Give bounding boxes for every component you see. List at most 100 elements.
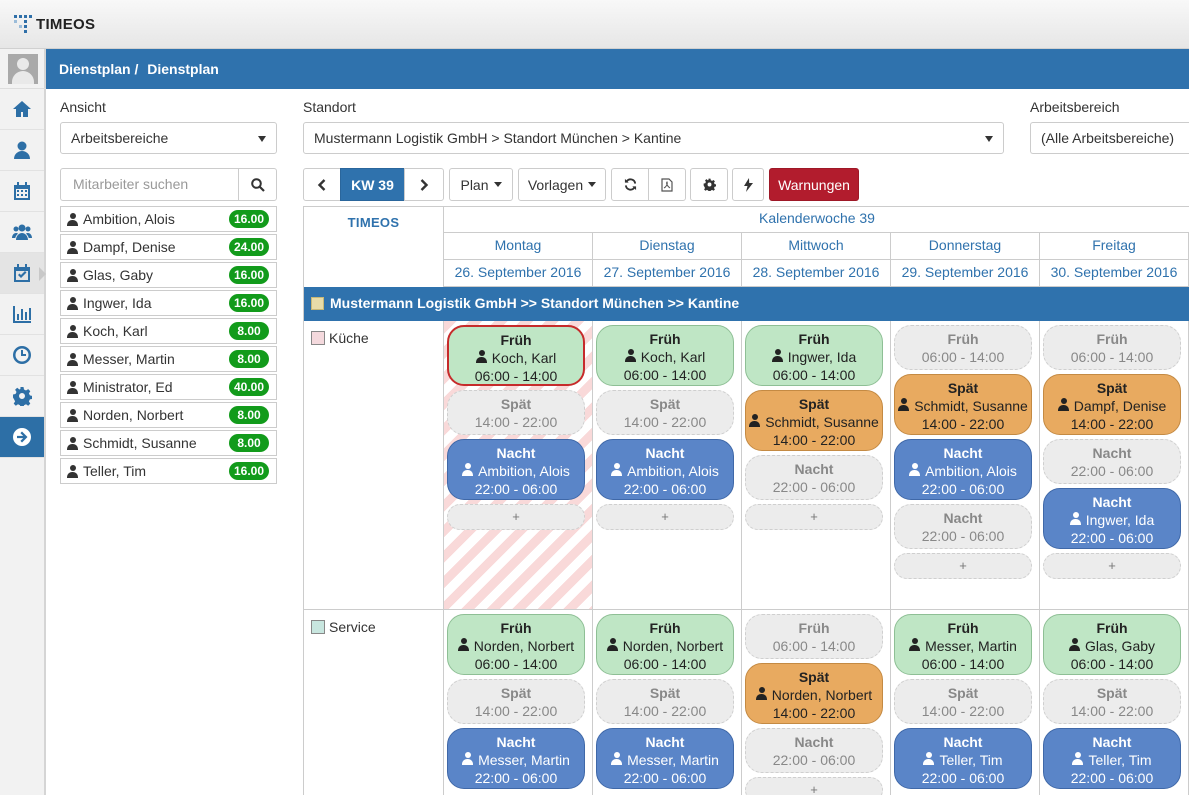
sidebar-item-time[interactable] (0, 335, 44, 376)
shift-empty[interactable]: Spät 14:00 - 22:00 (447, 679, 585, 724)
shift-empty[interactable]: Nacht 22:00 - 06:00 (1043, 439, 1181, 484)
employee-item[interactable]: Dampf, Denise 24.00 (60, 234, 277, 260)
shift-empty[interactable]: Früh 06:00 - 14:00 (894, 325, 1032, 370)
user-icon (475, 350, 487, 363)
shift-frueh[interactable]: Früh Norden, Norbert 06:00 - 14:00 (596, 614, 734, 675)
standort-select[interactable]: Mustermann Logistik GmbH > Standort Münc… (303, 122, 1004, 154)
timeos-logo[interactable]: TIMEOS (12, 10, 95, 38)
sidebar-item-reports[interactable] (0, 294, 44, 335)
employee-item[interactable]: Ambition, Alois 16.00 (60, 206, 277, 232)
prev-week-button[interactable] (303, 168, 341, 201)
employee-item[interactable]: Koch, Karl 8.00 (60, 318, 277, 344)
shift-spaet[interactable]: Spät Schmidt, Susanne 14:00 - 22:00 (745, 390, 883, 451)
shift-person: Ambition, Alois (895, 462, 1031, 480)
search-input[interactable]: Mitarbeiter suchen (73, 176, 189, 192)
search-button[interactable] (238, 169, 276, 200)
shift-empty[interactable]: Nacht 22:00 - 06:00 (745, 728, 883, 773)
add-shift-button[interactable]: + (596, 504, 734, 530)
shift-empty[interactable]: Spät 14:00 - 22:00 (596, 390, 734, 435)
day-cell[interactable]: Früh Koch, Karl 06:00 - 14:00 Spät 14:00 - 2… (593, 321, 742, 610)
shift-nacht[interactable]: Nacht Ambition, Alois 22:00 - 06:00 (894, 439, 1032, 500)
shift-empty[interactable]: Spät 14:00 - 22:00 (447, 390, 585, 435)
employee-item[interactable]: Norden, Norbert 8.00 (60, 402, 277, 428)
shift-frueh[interactable]: Früh Ingwer, Ida 06:00 - 14:00 (745, 325, 883, 386)
day-name-header: Montag (444, 233, 593, 260)
shift-nacht[interactable]: Nacht Ingwer, Ida 22:00 - 06:00 (1043, 488, 1181, 549)
employee-item[interactable]: Ministrator, Ed 40.00 (60, 374, 277, 400)
add-shift-button[interactable]: + (894, 553, 1032, 579)
shift-empty[interactable]: Spät 14:00 - 22:00 (1043, 679, 1181, 724)
sidebar-item-logout[interactable] (0, 417, 44, 458)
sidebar-item-dienstplan[interactable] (0, 253, 46, 294)
refresh-button[interactable] (611, 168, 649, 201)
caret-down-icon (588, 182, 597, 187)
plan-dropdown[interactable]: Plan (449, 168, 513, 201)
sidebar-item-home[interactable] (0, 89, 44, 130)
sidebar-item-team[interactable] (0, 212, 44, 253)
shift-nacht[interactable]: Nacht Teller, Tim 22:00 - 06:00 (1043, 728, 1181, 789)
day-cell[interactable]: Früh Glas, Gaby 06:00 - 14:00 Spät 14:00 - 2… (1040, 610, 1189, 795)
add-shift-button[interactable]: + (447, 504, 585, 530)
add-shift-button[interactable]: + (745, 504, 883, 530)
shift-title: Früh (1096, 331, 1128, 347)
shift-frueh[interactable]: Früh Koch, Karl 06:00 - 14:00 (447, 325, 585, 386)
ansicht-select[interactable]: Arbeitsbereiche (60, 122, 277, 154)
shift-empty[interactable]: Spät 14:00 - 22:00 (596, 679, 734, 724)
logo-text: TIMEOS (36, 15, 96, 33)
sidebar-item-user[interactable] (0, 130, 44, 171)
employee-item[interactable]: Teller, Tim 16.00 (60, 458, 277, 484)
employee-item[interactable]: Schmidt, Susanne 8.00 (60, 430, 277, 456)
breadcrumb-parent[interactable]: Dienstplan (59, 61, 131, 77)
shift-spaet[interactable]: Spät Schmidt, Susanne 14:00 - 22:00 (894, 374, 1032, 435)
vorlagen-dropdown[interactable]: Vorlagen (518, 168, 606, 201)
shift-nacht[interactable]: Nacht Teller, Tim 22:00 - 06:00 (894, 728, 1032, 789)
next-week-button[interactable] (404, 168, 444, 201)
day-cell[interactable]: Früh 06:00 - 14:00 Spät Dampf, Denise 14:00 … (1040, 321, 1189, 610)
shift-frueh[interactable]: Früh Glas, Gaby 06:00 - 14:00 (1043, 614, 1181, 675)
auto-plan-button[interactable] (732, 168, 764, 201)
lightning-icon (743, 177, 753, 192)
shift-empty[interactable]: Früh 06:00 - 14:00 (745, 614, 883, 659)
shift-frueh[interactable]: Früh Norden, Norbert 06:00 - 14:00 (447, 614, 585, 675)
shift-nacht[interactable]: Nacht Ambition, Alois 22:00 - 06:00 (596, 439, 734, 500)
chevron-left-icon (317, 178, 326, 191)
day-date-header: 29. September 2016 (891, 260, 1040, 287)
shift-spaet[interactable]: Spät Norden, Norbert 14:00 - 22:00 (745, 663, 883, 724)
shift-empty[interactable]: Früh 06:00 - 14:00 (1043, 325, 1181, 370)
day-cell[interactable]: Früh Norden, Norbert 06:00 - 14:00 Spät 14:0… (593, 610, 742, 795)
user-avatar[interactable] (0, 49, 46, 89)
home-icon (13, 101, 31, 117)
shift-person-name: Dampf, Denise (1073, 398, 1167, 414)
sidebar-item-settings[interactable] (0, 376, 44, 417)
week-button[interactable]: KW 39 (340, 168, 405, 201)
warnungen-button[interactable]: Warnungen (769, 168, 859, 201)
shift-nacht[interactable]: Nacht Ambition, Alois 22:00 - 06:00 (447, 439, 585, 500)
day-cell[interactable]: Früh Koch, Karl 06:00 - 14:00 Spät 14:00 - 2… (444, 321, 593, 610)
day-cell[interactable]: Früh 06:00 - 14:00 Spät Schmidt, Susanne 14:… (891, 321, 1040, 610)
shift-frueh[interactable]: Früh Messer, Martin 06:00 - 14:00 (894, 614, 1032, 675)
employee-item[interactable]: Ingwer, Ida 16.00 (60, 290, 277, 316)
shift-frueh[interactable]: Früh Koch, Karl 06:00 - 14:00 (596, 325, 734, 386)
shift-title: Nacht (943, 510, 983, 526)
add-shift-button[interactable]: + (745, 777, 883, 795)
day-cell[interactable]: Früh Messer, Martin 06:00 - 14:00 Spät 14:00… (891, 610, 1040, 795)
shift-nacht[interactable]: Nacht Messer, Martin 22:00 - 06:00 (447, 728, 585, 789)
sidebar-item-calendar[interactable] (0, 171, 44, 212)
employee-item[interactable]: Messer, Martin 8.00 (60, 346, 277, 372)
shift-empty[interactable]: Spät 14:00 - 22:00 (894, 679, 1032, 724)
shift-empty[interactable]: Nacht 22:00 - 06:00 (894, 504, 1032, 549)
pdf-button[interactable] (648, 168, 686, 201)
add-shift-button[interactable]: + (1043, 553, 1181, 579)
arbeitsbereich-select[interactable]: (Alle Arbeitsbereiche) (1030, 122, 1189, 154)
day-cell[interactable]: Früh Ingwer, Ida 06:00 - 14:00 Spät Schmidt,… (742, 321, 891, 610)
shift-spaet[interactable]: Spät Dampf, Denise 14:00 - 22:00 (1043, 374, 1181, 435)
day-cell[interactable]: Früh 06:00 - 14:00 Spät Norden, Norbert 14:0… (742, 610, 891, 795)
shift-empty[interactable]: Nacht 22:00 - 06:00 (745, 455, 883, 500)
shift-nacht[interactable]: Nacht Messer, Martin 22:00 - 06:00 (596, 728, 734, 789)
employee-item[interactable]: Glas, Gaby 16.00 (60, 262, 277, 288)
settings-button[interactable] (690, 168, 728, 201)
shift-time: 06:00 - 14:00 (1070, 656, 1154, 672)
shift-time: 22:00 - 06:00 (623, 481, 707, 497)
day-cell[interactable]: Früh Norden, Norbert 06:00 - 14:00 Spät 14:0… (444, 610, 593, 795)
shift-person-name: Norden, Norbert (473, 638, 575, 654)
